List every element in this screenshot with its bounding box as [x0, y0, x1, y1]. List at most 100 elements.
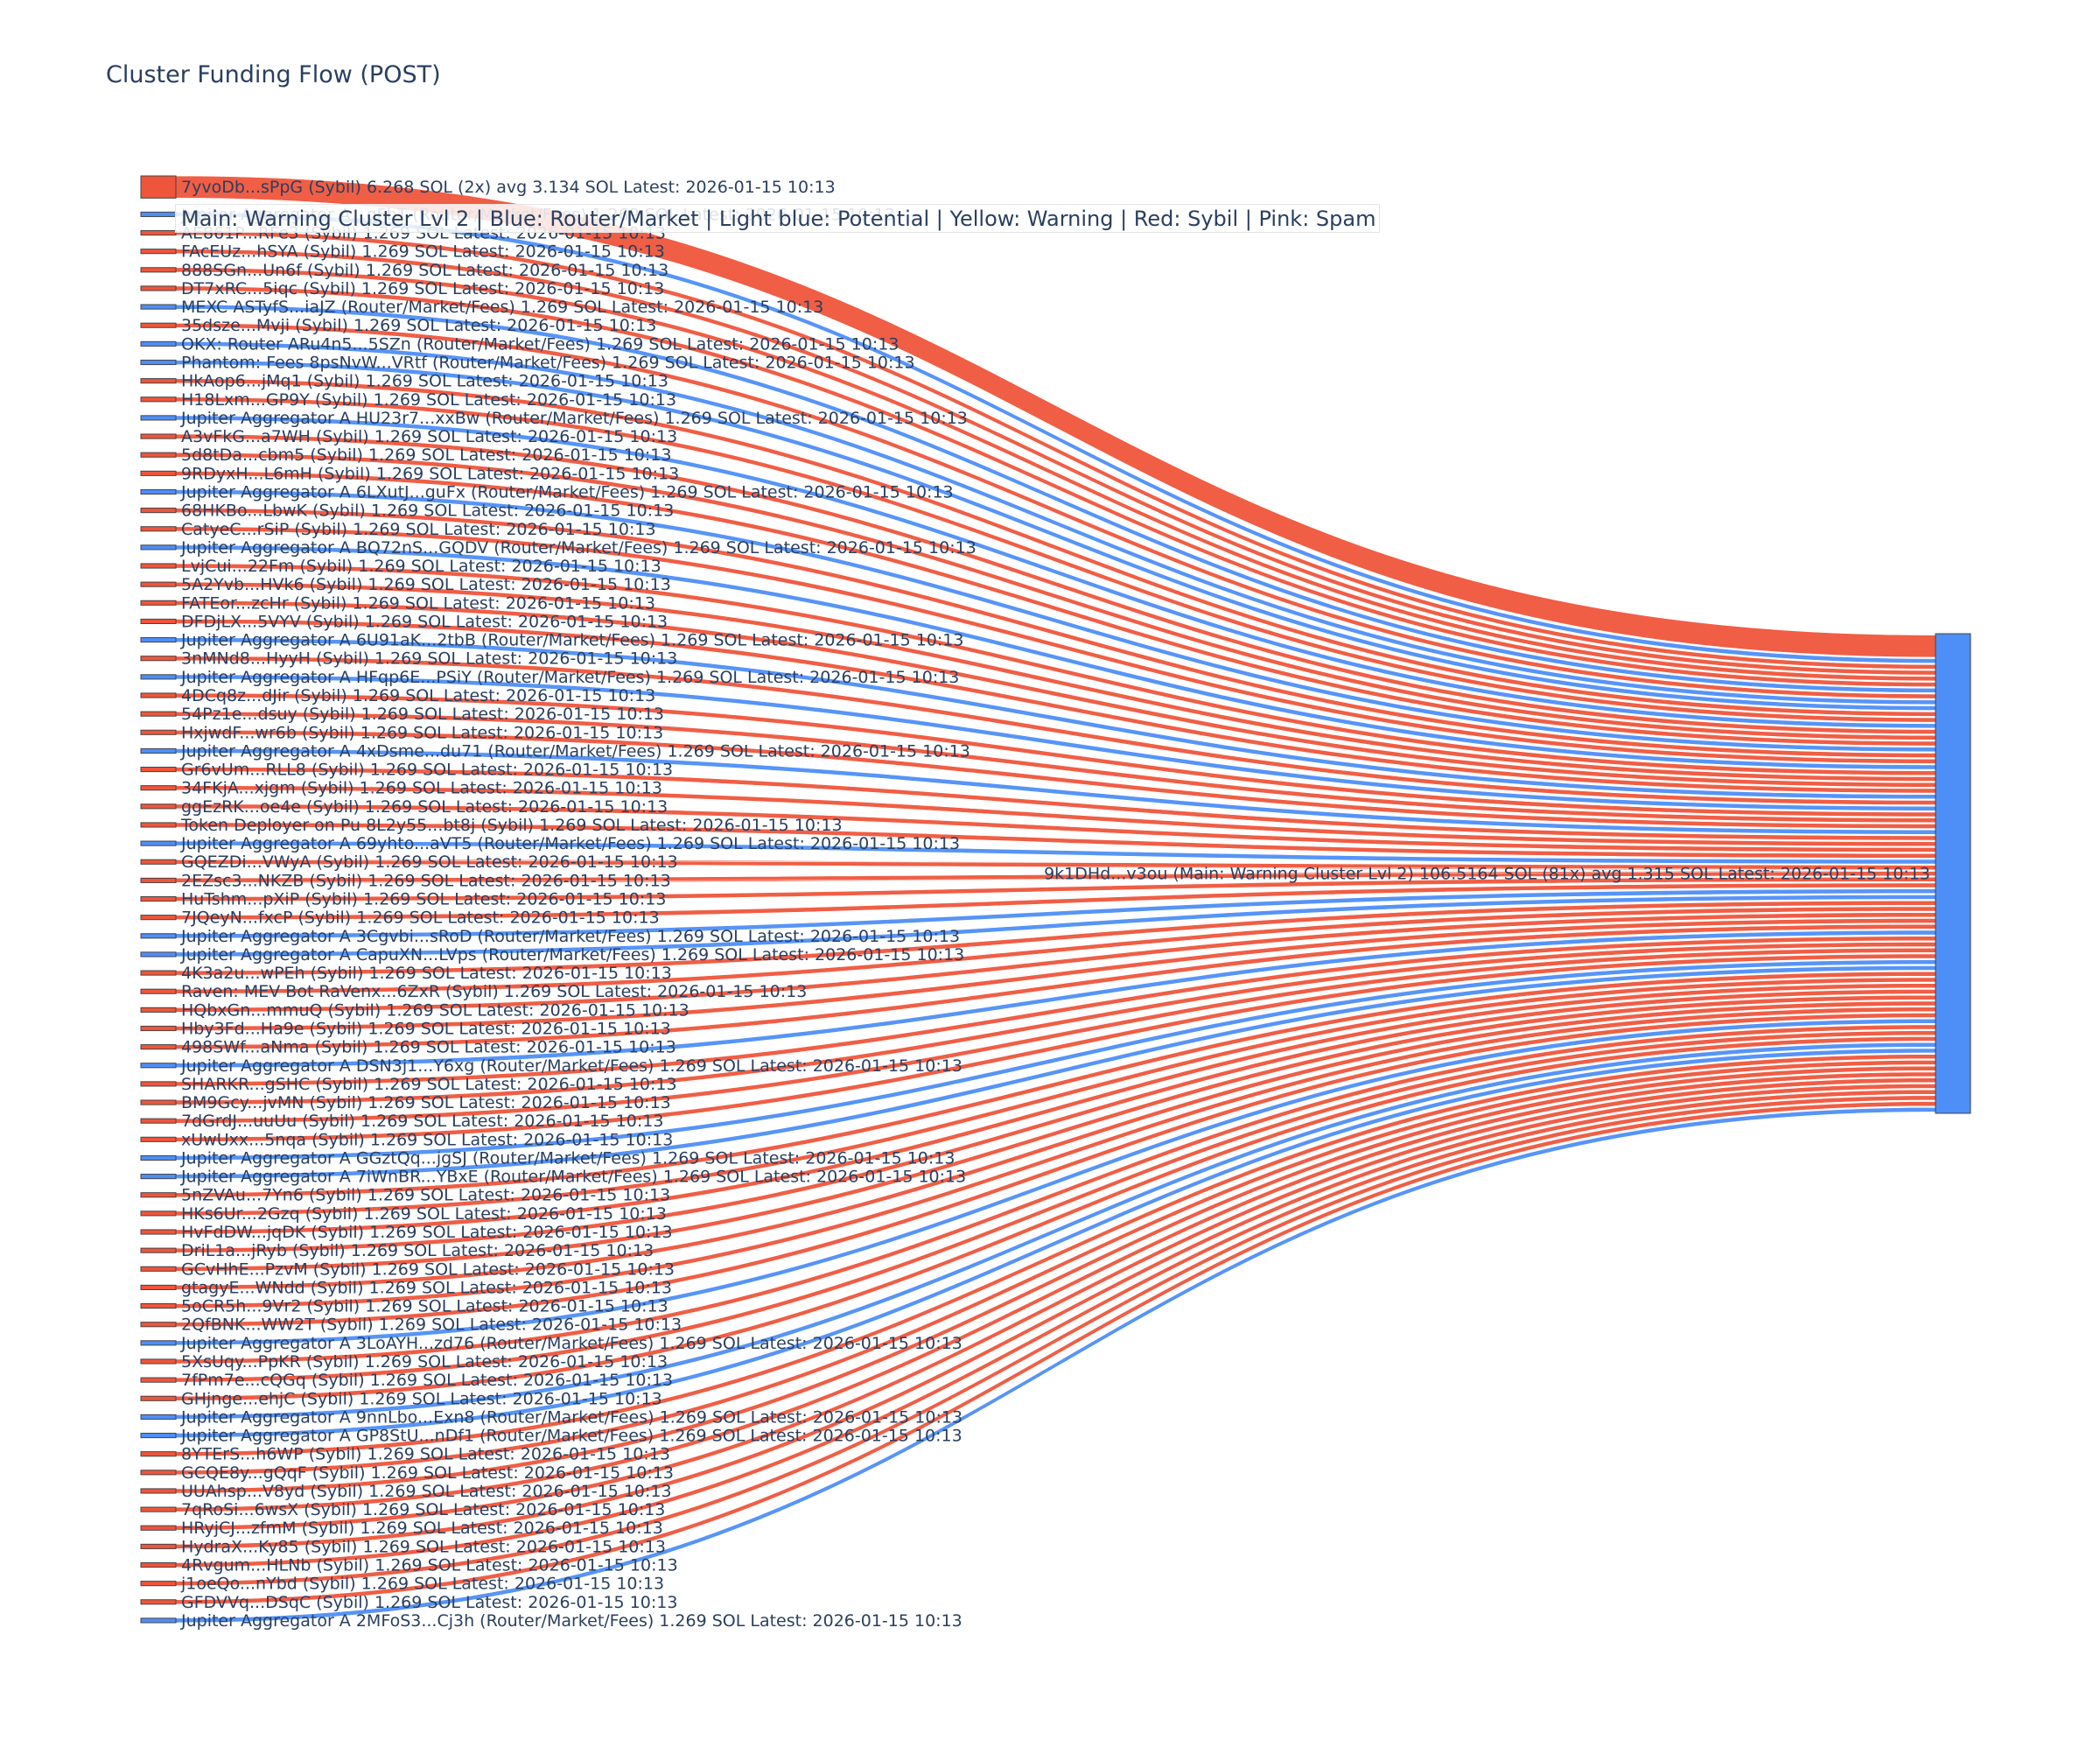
source-node[interactable]	[140, 340, 177, 347]
source-node[interactable]	[140, 1136, 177, 1142]
source-node[interactable]	[140, 1617, 177, 1624]
source-node[interactable]	[140, 470, 177, 476]
source-node[interactable]	[140, 488, 177, 495]
source-node[interactable]	[140, 415, 177, 421]
source-node[interactable]	[140, 1395, 177, 1401]
source-node[interactable]	[140, 508, 177, 514]
source-node-label: GCvHhE...PzvM (Sybil) 1.269 SOL Latest: …	[181, 1259, 675, 1279]
target-node[interactable]	[1935, 633, 1971, 1114]
source-node[interactable]	[140, 322, 177, 328]
source-node[interactable]	[140, 1210, 177, 1217]
source-node[interactable]	[140, 1543, 177, 1549]
source-node[interactable]	[140, 175, 177, 199]
source-node[interactable]	[140, 1044, 177, 1050]
source-node[interactable]	[140, 433, 177, 439]
source-node-label: HKs6Ur...2Gzq (Sybil) 1.269 SOL Latest: …	[181, 1204, 667, 1224]
source-node[interactable]	[140, 711, 177, 717]
source-node[interactable]	[140, 1303, 177, 1309]
source-node[interactable]	[140, 396, 177, 403]
source-node[interactable]	[140, 1506, 177, 1512]
source-node[interactable]	[140, 600, 177, 606]
source-node[interactable]	[140, 1284, 177, 1291]
source-node-label: GQEZDi...VWyA (Sybil) 1.269 SOL Latest: …	[181, 852, 678, 872]
source-node[interactable]	[140, 1470, 177, 1476]
source-node-label: UUAhsp...V8yd (Sybil) 1.269 SOL Latest: …	[181, 1482, 672, 1501]
source-node[interactable]	[140, 895, 177, 902]
source-node[interactable]	[140, 1229, 177, 1235]
source-node[interactable]	[140, 1377, 177, 1383]
source-node[interactable]	[140, 1174, 177, 1180]
source-node[interactable]	[140, 618, 177, 625]
source-node[interactable]	[140, 1063, 177, 1069]
source-node[interactable]	[140, 933, 177, 939]
source-node-label: DT7xRC...5iqc (Sybil) 1.269 SOL Latest: …	[181, 279, 664, 298]
source-node[interactable]	[140, 674, 177, 680]
source-node[interactable]	[140, 637, 177, 643]
source-node[interactable]	[140, 1118, 177, 1124]
source-node[interactable]	[140, 970, 177, 976]
source-node[interactable]	[140, 859, 177, 865]
source-node[interactable]	[140, 1081, 177, 1087]
source-node[interactable]	[140, 1025, 177, 1032]
source-node[interactable]	[140, 1581, 177, 1587]
source-node[interactable]	[140, 563, 177, 569]
source-node[interactable]	[140, 452, 177, 458]
source-node[interactable]	[140, 656, 177, 662]
source-node[interactable]	[140, 747, 177, 754]
source-node-label: 68HKBo...LbwK (Sybil) 1.269 SOL Latest: …	[181, 502, 674, 521]
source-node[interactable]	[140, 581, 177, 587]
source-node[interactable]	[140, 1525, 177, 1531]
source-node[interactable]	[140, 840, 177, 846]
source-node[interactable]	[140, 1340, 177, 1346]
source-node[interactable]	[140, 1451, 177, 1457]
source-node[interactable]	[140, 1488, 177, 1494]
source-node[interactable]	[140, 229, 177, 236]
source-node[interactable]	[140, 1192, 177, 1198]
source-node-label: Jupiter Aggregator A 69yhto...aVT5 (Rout…	[180, 834, 960, 853]
source-node[interactable]	[140, 285, 177, 291]
source-node[interactable]	[140, 304, 177, 310]
source-node-label: 5d8tDa...cbm5 (Sybil) 1.269 SOL Latest: …	[181, 446, 671, 465]
source-node[interactable]	[140, 803, 177, 810]
source-node[interactable]	[140, 359, 177, 366]
source-node-label: 5oCR5h...9Vr2 (Sybil) 1.269 SOL Latest: …	[181, 1297, 668, 1316]
source-node[interactable]	[140, 544, 177, 551]
source-node[interactable]	[140, 988, 177, 994]
source-node-label: 4K3a2u...wPEh (Sybil) 1.269 SOL Latest: …	[181, 964, 672, 983]
source-node[interactable]	[140, 378, 177, 384]
source-node-label: 5A2Yvb...HVk6 (Sybil) 1.269 SOL Latest: …	[181, 575, 671, 594]
source-node-label: 7fPm7e...cQGq (Sybil) 1.269 SOL Latest: …	[181, 1371, 673, 1390]
source-node-label: 7JQeyN...fxcP (Sybil) 1.269 SOL Latest: …	[181, 909, 660, 928]
source-node[interactable]	[140, 1099, 177, 1105]
source-node[interactable]	[140, 1266, 177, 1272]
source-node-label: 5XsUqy...PpKR (Sybil) 1.269 SOL Latest: …	[181, 1352, 668, 1372]
source-node[interactable]	[140, 1432, 177, 1439]
source-node-label: Jupiter Aggregator A HFqp6E...PSiY (Rout…	[180, 668, 959, 687]
source-node[interactable]	[140, 877, 177, 883]
source-node-label: j1oeQo...nYbd (Sybil) 1.269 SOL Latest: …	[180, 1575, 664, 1594]
source-node[interactable]	[140, 915, 177, 921]
source-node[interactable]	[140, 729, 177, 735]
source-node-label: GFDVVq...DSqC (Sybil) 1.269 SOL Latest: …	[181, 1593, 677, 1612]
source-node[interactable]	[140, 785, 177, 791]
source-node[interactable]	[140, 951, 177, 958]
source-node-label: GHjnge...ehjC (Sybil) 1.269 SOL Latest: …	[181, 1389, 662, 1408]
source-node-label: 4DCq8z...dJir (Sybil) 1.269 SOL Latest: …	[181, 686, 655, 705]
source-node[interactable]	[140, 1322, 177, 1328]
source-node[interactable]	[140, 526, 177, 532]
source-node[interactable]	[140, 1007, 177, 1013]
source-node[interactable]	[140, 1247, 177, 1253]
source-node[interactable]	[140, 211, 177, 217]
source-node[interactable]	[140, 1414, 177, 1420]
source-node[interactable]	[140, 1599, 177, 1605]
source-node-label: DFDjLX...5VYV (Sybil) 1.269 SOL Latest: …	[181, 612, 668, 631]
source-node[interactable]	[140, 1358, 177, 1365]
source-node[interactable]	[140, 1561, 177, 1568]
source-node[interactable]	[140, 692, 177, 698]
source-node[interactable]	[140, 766, 177, 773]
source-node[interactable]	[140, 267, 177, 273]
source-node-label: MEXC ASTyfS...iaJZ (Router/Market/Fees) …	[181, 298, 823, 317]
source-node[interactable]	[140, 1154, 177, 1161]
source-node[interactable]	[140, 822, 177, 828]
source-node[interactable]	[140, 249, 177, 255]
